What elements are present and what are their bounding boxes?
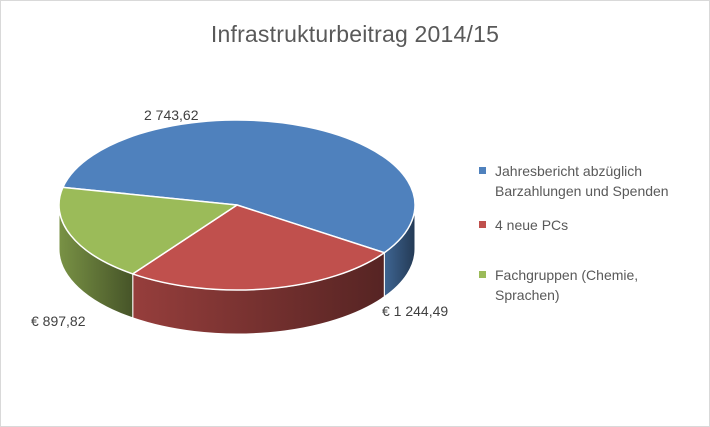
pie-slice-pcs xyxy=(132,204,386,291)
data-label-pcs: € 1 244,49 xyxy=(382,303,449,319)
legend-label: 4 neue PCs xyxy=(495,217,569,233)
legend-label: Fachgruppen (Chemie, Sprachen) xyxy=(495,267,639,303)
legend-swatch xyxy=(479,221,486,228)
legend-swatch xyxy=(479,271,486,278)
legend-swatch xyxy=(479,167,486,174)
data-label-fachgruppen: € 897,82 xyxy=(31,313,86,329)
data-label-jahresbericht: 2 743,62 xyxy=(144,107,199,123)
legend: Jahresbericht abzüglich Barzahlungen und… xyxy=(479,161,704,305)
legend-item-jahresbericht: Jahresbericht abzüglich Barzahlungen und… xyxy=(479,161,704,201)
legend-item-pcs: 4 neue PCs xyxy=(479,215,704,235)
legend-label: Jahresbericht abzüglich Barzahlungen und… xyxy=(495,163,669,199)
legend-item-fachgruppen: Fachgruppen (Chemie, Sprachen) xyxy=(479,265,704,305)
pie-slice-jahresbericht xyxy=(62,119,416,254)
chart-title: Infrastrukturbeitrag 2014/15 xyxy=(210,21,500,47)
pie-slice-fachgruppen xyxy=(58,186,238,275)
